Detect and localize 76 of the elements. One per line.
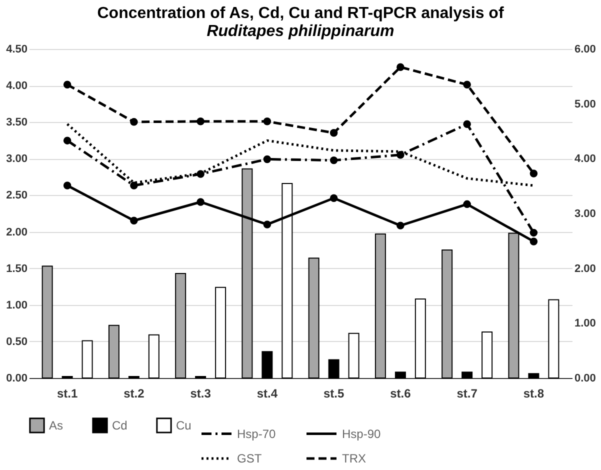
x-tick-label: st.2 [124,386,145,400]
y-tick-label: 3.00 [6,153,28,166]
chart-subtitle: Ruditapes philippinarum [206,23,394,40]
y2-tick-label: 2.00 [574,262,596,275]
point [196,198,204,206]
legend-label: GST [237,452,262,466]
bar [348,332,360,378]
point [130,182,138,190]
bar [374,233,386,378]
y2-tick-label: 1.00 [574,318,596,330]
point [530,228,538,237]
bar [82,340,93,378]
point [396,150,404,159]
point [330,156,338,164]
y-tick-label: 0.50 [6,336,28,348]
point [530,238,538,246]
point [63,182,72,190]
chart-title: Concentration of As, Cd, Cu and RT-qPCR analysis of [97,5,504,22]
bar [528,373,540,378]
bar [262,351,273,378]
bar [308,258,320,378]
bar [175,272,186,378]
point [196,118,204,126]
point [63,80,72,89]
bar [482,331,493,378]
point [130,216,138,224]
point [263,155,272,164]
point [330,194,338,202]
x-tick-label: st.7 [456,386,478,400]
y-tick-label: 4.00 [6,80,28,92]
bar [42,266,53,378]
bar [394,372,406,378]
y-tick-label: 0.00 [6,372,28,384]
point [330,129,338,137]
y-tick-label: 1.50 [6,262,28,275]
legend-label: Cu [176,418,192,432]
legend-label: As [49,418,64,432]
legend-label: Hsp-70 [237,426,276,441]
x-tick-label: st.1 [56,386,78,400]
point [263,118,272,126]
x-tick-label: st.8 [523,386,544,400]
legend-label: Cd [112,418,128,432]
point [463,200,471,208]
y2-tick-label: 5.00 [574,98,596,110]
bar [215,286,226,378]
bar [442,250,453,378]
y-tick-label: 4.50 [6,44,28,56]
point [396,63,404,71]
y2-tick-label: 4.00 [574,153,596,166]
bar [108,324,120,378]
point [530,170,538,178]
y-tick-label: 3.50 [6,116,28,129]
y2-tick-label: 3.00 [574,208,596,220]
y-tick-label: 1.00 [6,299,28,312]
bar [148,334,160,378]
point [63,136,72,144]
legend-label: TRX [342,452,366,466]
point [130,118,138,126]
y-tick-label: 2.50 [6,190,28,202]
point [463,120,471,128]
bar [462,372,473,378]
bar [414,298,426,378]
y2-tick-label: 0.00 [574,372,596,384]
y2-tick-label: 6.00 [574,44,596,56]
bar [328,359,340,378]
x-tick-label: st.5 [323,386,344,400]
bar [548,299,560,378]
point [196,170,204,178]
x-tick-label: st.3 [190,386,212,400]
x-tick-label: st.4 [256,386,278,400]
y-tick-label: 2.00 [6,226,28,238]
point [396,222,404,230]
x-tick-label: st.6 [390,386,412,400]
point [263,220,272,228]
legend-label: Hsp-90 [342,426,382,441]
point [463,80,471,89]
